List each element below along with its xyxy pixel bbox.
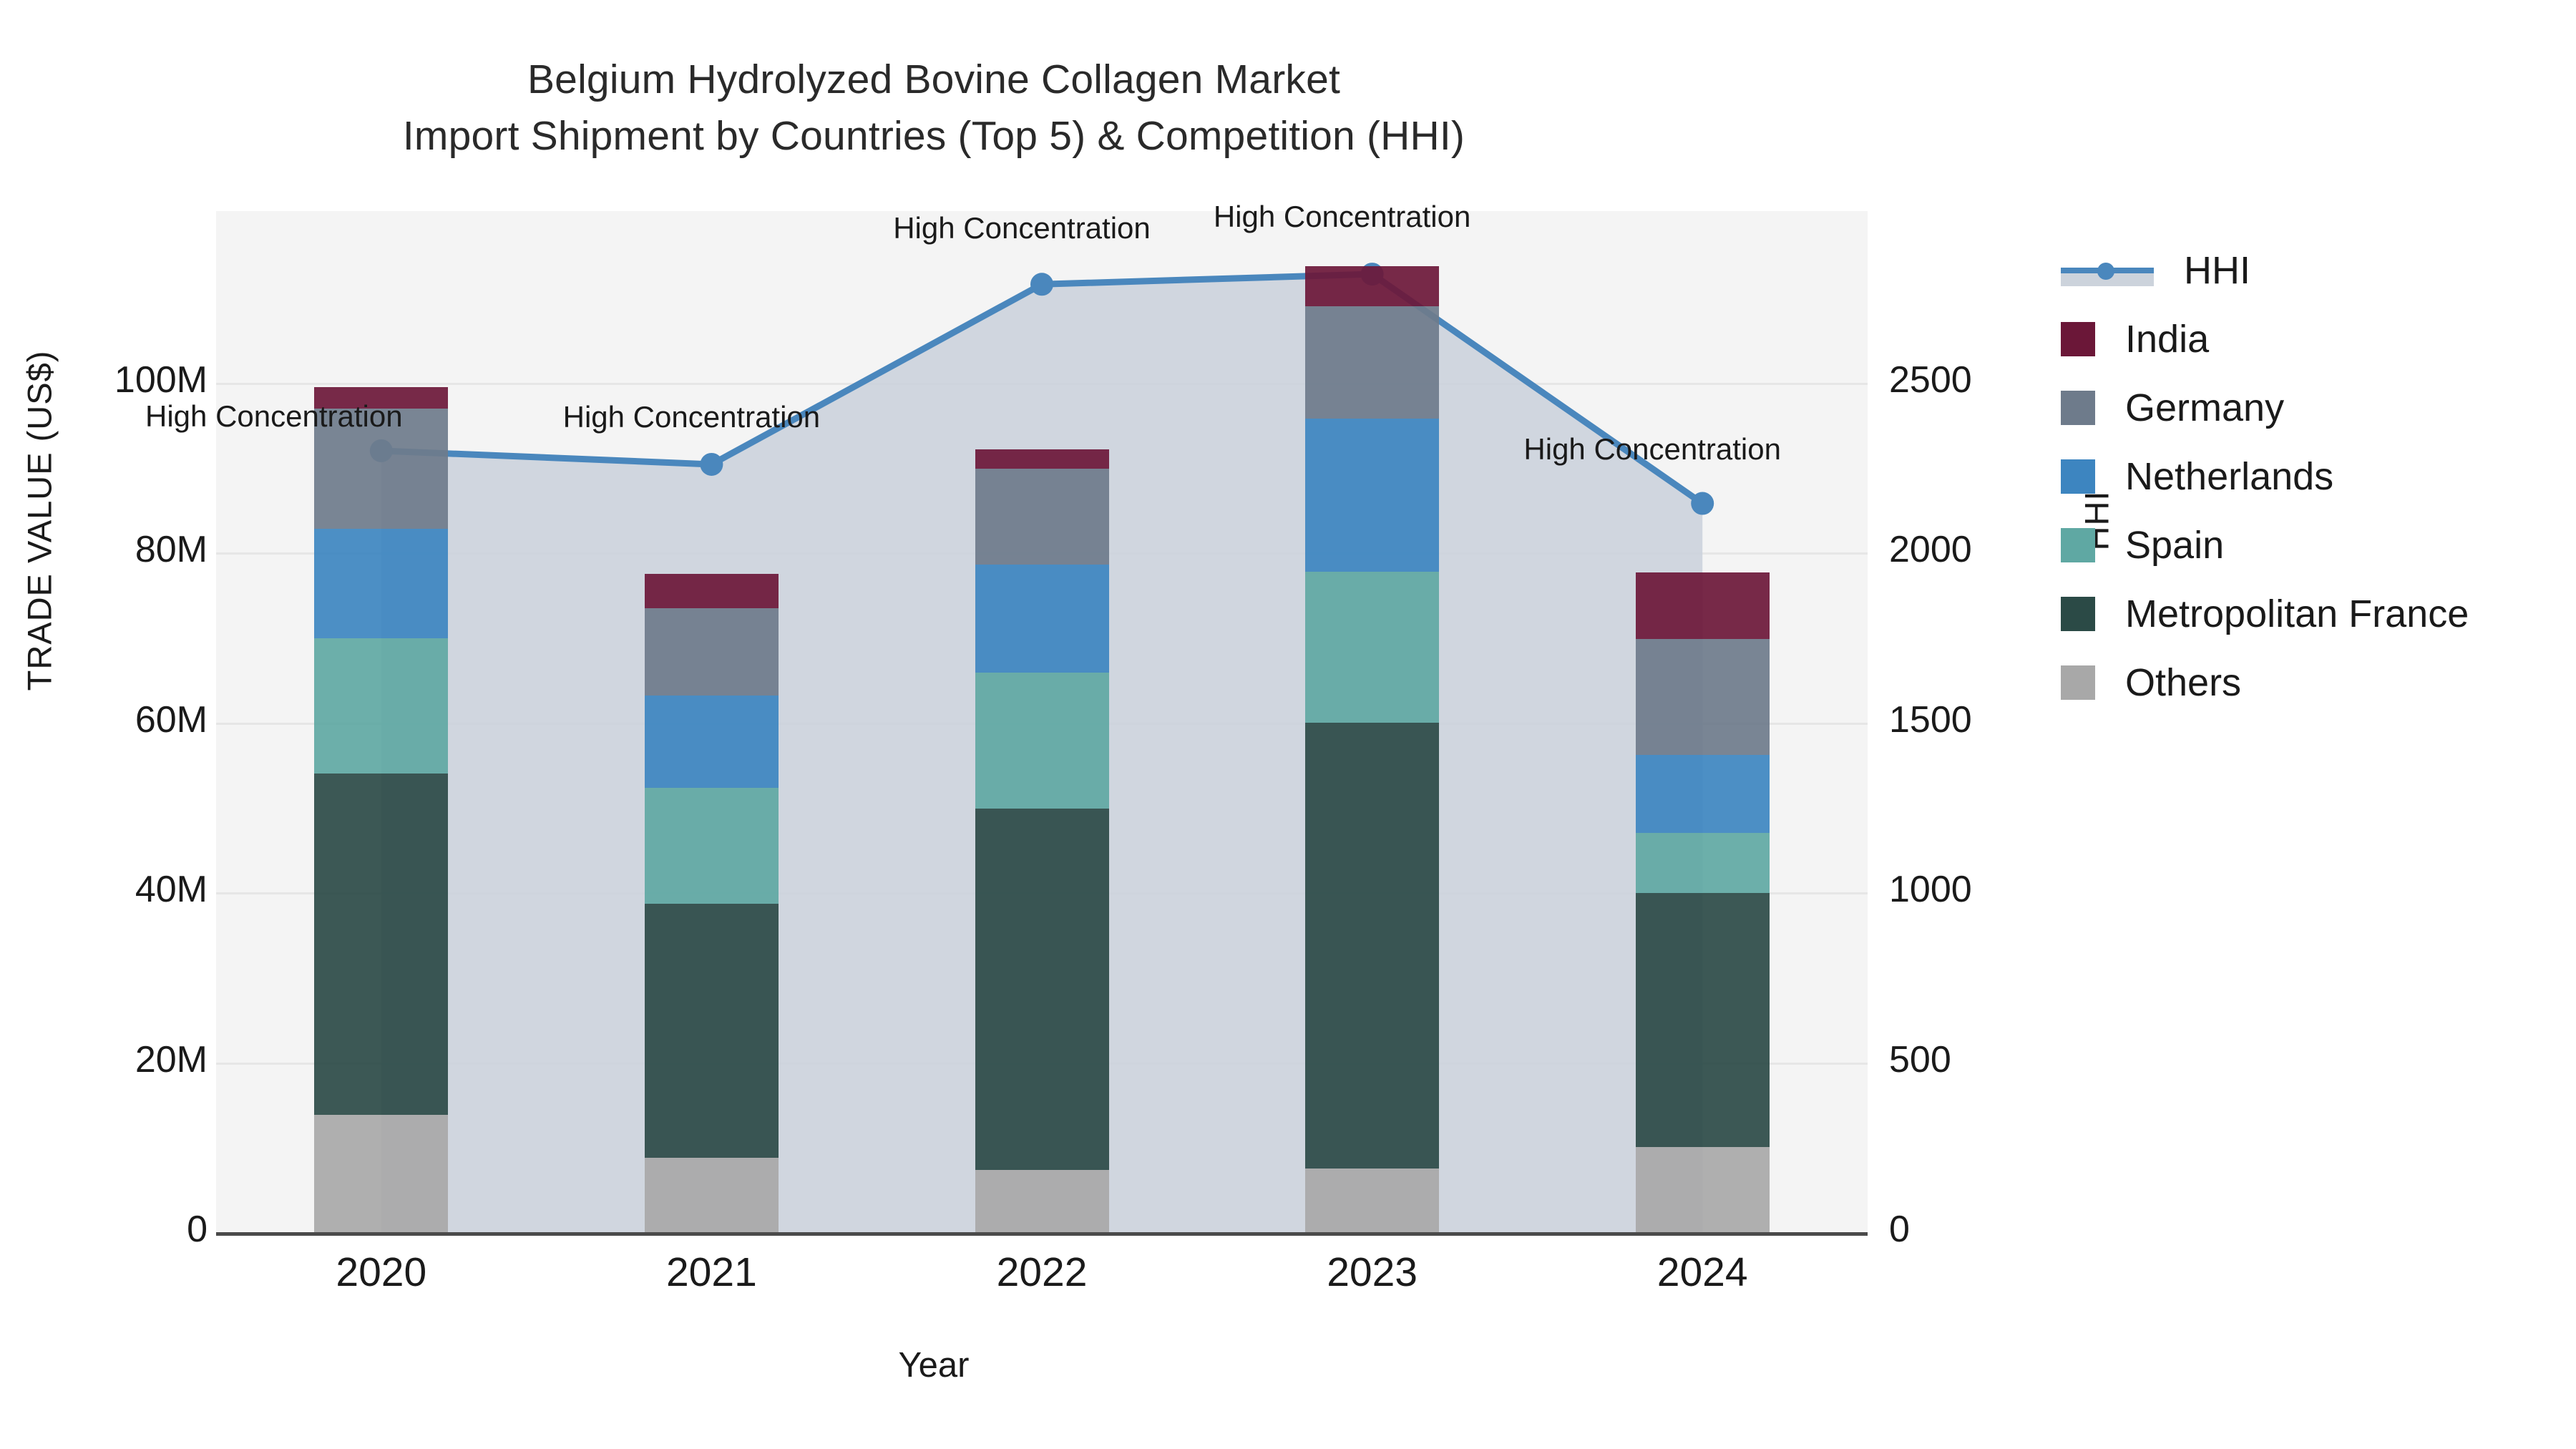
bar-2022[interactable] [975, 449, 1109, 1232]
bar-segment-2020-spain[interactable] [314, 638, 449, 774]
legend-line-marker-icon [2061, 253, 2154, 288]
y-axis-right-tick-1: 500 [1889, 1038, 1951, 1080]
x-axis-line [216, 1232, 1868, 1236]
legend-item-germany[interactable]: Germany [2061, 374, 2469, 442]
bar-segment-2023-germany[interactable] [1305, 306, 1440, 419]
x-axis-tick-2021: 2021 [665, 1249, 757, 1295]
annotation-2023: High Concentration [1213, 200, 1471, 234]
y-axis-left-label: TRADE VALUE (US$) [20, 350, 59, 691]
annotation-2024: High Concentration [1523, 431, 1781, 466]
chart-title-line2: Import Shipment by Countries (Top 5) & C… [402, 112, 1465, 159]
legend-swatch-icon [2061, 459, 2095, 494]
bar-segment-2024-spain[interactable] [1635, 833, 1770, 894]
bar-segment-2024-india[interactable] [1635, 572, 1770, 640]
legend-item-metropolitan-france[interactable]: Metropolitan France [2061, 580, 2469, 648]
y-axis-left-tick-4: 80M [135, 529, 208, 571]
bar-segment-2023-others[interactable] [1305, 1168, 1440, 1232]
legend-swatch-icon [2061, 391, 2095, 425]
bar-segment-2021-india[interactable] [644, 574, 779, 608]
bar-segment-2024-netherlands[interactable] [1635, 754, 1770, 834]
bar-segment-2023-india[interactable] [1305, 266, 1440, 307]
bar-segment-2020-india[interactable] [314, 386, 449, 409]
legend-label: Others [2125, 661, 2242, 704]
y-axis-right-tick-3: 1500 [1889, 698, 1972, 741]
bar-segment-2024-others[interactable] [1635, 1147, 1770, 1232]
legend-item-spain[interactable]: Spain [2061, 511, 2469, 580]
bar-segment-2021-germany[interactable] [644, 608, 779, 696]
y-axis-left-tick-2: 40M [135, 869, 208, 911]
legend-label: India [2125, 318, 2210, 361]
legend-swatch-icon [2061, 322, 2095, 356]
x-axis-tick-2024: 2024 [1657, 1249, 1748, 1295]
annotation-2022: High Concentration [893, 211, 1151, 245]
legend-label: Netherlands [2125, 455, 2334, 498]
legend-swatch-icon [2061, 665, 2095, 700]
y-axis-right-tick-4: 2000 [1889, 529, 1972, 571]
legend-swatch-icon [2061, 528, 2095, 562]
chart-legend: HHI India Germany Netherlands Spain Metropoli… [2061, 236, 2469, 717]
bar-segment-2020-metropolitan-france[interactable] [314, 774, 449, 1116]
legend-item-netherlands[interactable]: Netherlands [2061, 442, 2469, 511]
y-axis-left-tick-5: 100M [114, 359, 208, 401]
x-axis-label: Year [898, 1346, 970, 1385]
bar-segment-2020-germany[interactable] [314, 408, 449, 530]
bar-segment-2021-metropolitan-france[interactable] [644, 903, 779, 1158]
y-axis-left-tick-3: 60M [135, 698, 208, 741]
bar-segment-2023-spain[interactable] [1305, 571, 1440, 723]
bar-segment-2022-metropolitan-france[interactable] [975, 808, 1109, 1171]
x-axis-tick-2022: 2022 [996, 1249, 1088, 1295]
legend-item-hhi[interactable]: HHI [2061, 236, 2469, 305]
chart-title: Belgium Hydrolyzed Bovine Collagen Marke… [0, 52, 1868, 164]
gridline-5 [216, 383, 1868, 385]
bar-segment-2024-germany[interactable] [1635, 639, 1770, 755]
bar-segment-2022-netherlands[interactable] [975, 565, 1109, 673]
legend-item-others[interactable]: Others [2061, 648, 2469, 717]
bar-segment-2022-india[interactable] [975, 449, 1109, 469]
annotation-2020: High Concentration [145, 399, 403, 433]
bar-segment-2021-spain[interactable] [644, 788, 779, 904]
legend-label: Metropolitan France [2125, 592, 2469, 635]
bar-segment-2020-netherlands[interactable] [314, 529, 449, 639]
bar-segment-2023-netherlands[interactable] [1305, 418, 1440, 572]
bar-segment-2020-others[interactable] [314, 1115, 449, 1232]
bar-segment-2023-metropolitan-france[interactable] [1305, 722, 1440, 1169]
bar-segment-2024-metropolitan-france[interactable] [1635, 893, 1770, 1148]
legend-label: HHI [2184, 249, 2250, 292]
bar-segment-2021-netherlands[interactable] [644, 695, 779, 789]
legend-label: Germany [2125, 386, 2285, 429]
bar-2023[interactable] [1305, 266, 1440, 1232]
annotation-2021: High Concentration [562, 399, 821, 434]
bar-segment-2022-germany[interactable] [975, 468, 1109, 565]
bar-2021[interactable] [644, 574, 779, 1232]
bar-segment-2021-others[interactable] [644, 1157, 779, 1232]
y-axis-left-tick-0: 0 [187, 1209, 208, 1250]
chart-title-line1: Belgium Hydrolyzed Bovine Collagen Marke… [527, 57, 1341, 102]
bar-2020[interactable] [314, 386, 449, 1232]
x-axis-tick-2020: 2020 [336, 1249, 427, 1295]
x-axis-tick-2023: 2023 [1327, 1249, 1418, 1295]
bar-segment-2022-others[interactable] [975, 1170, 1109, 1232]
bar-segment-2022-spain[interactable] [975, 672, 1109, 809]
y-axis-right-tick-0: 0 [1889, 1209, 1910, 1250]
y-axis-right-tick-2: 1000 [1889, 869, 1972, 911]
bar-2024[interactable] [1635, 572, 1770, 1232]
legend-item-india[interactable]: India [2061, 305, 2469, 374]
legend-swatch-icon [2061, 597, 2095, 631]
legend-label: Spain [2125, 524, 2225, 567]
y-axis-left-tick-1: 20M [135, 1038, 208, 1080]
y-axis-right-tick-5: 2500 [1889, 359, 1972, 401]
